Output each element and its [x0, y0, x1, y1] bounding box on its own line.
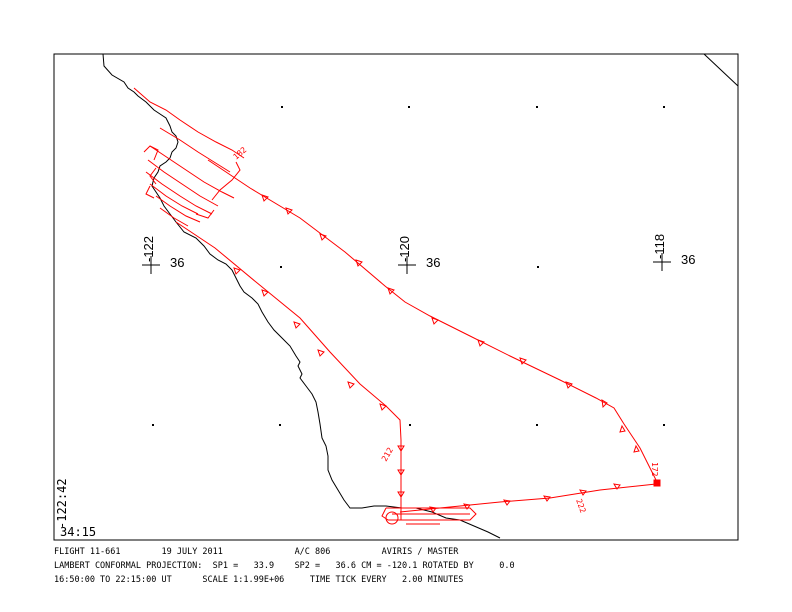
track-end-marker [653, 479, 661, 487]
map-frame [53, 53, 739, 541]
footer-line-2: LAMBERT CONFORMAL PROJECTION: SP1 = 33.9… [54, 559, 754, 573]
projection: LAMBERT CONFORMAL PROJECTION: [54, 561, 203, 571]
track-leg-south [399, 483, 657, 513]
cm: CM = -120.1 [361, 561, 418, 571]
sp2: SP2 = 36.6 [294, 561, 356, 571]
coastline [102, 53, 501, 539]
footer-line-1: FLIGHT 11-661 19 JULY 2011 A/C 806 AVIRI… [54, 545, 754, 559]
lon-label: -122 [141, 236, 156, 262]
flight-id: FLIGHT 11-661 [54, 547, 121, 557]
lon-label: -120 [397, 236, 412, 262]
track-time-ticks [233, 194, 640, 513]
map-footer: FLIGHT 11-661 19 JULY 2011 A/C 806 AVIRI… [54, 545, 754, 587]
track-label: 182 [232, 145, 249, 161]
coastline-corner [703, 53, 739, 87]
track-label: 212 [380, 446, 395, 463]
time-range: 16:50:00 TO 22:15:00 UT [54, 575, 172, 585]
track-leg-east [207, 159, 657, 481]
scale: SCALE 1:1.99E+06 [202, 575, 285, 585]
graticule-dots [152, 106, 665, 426]
lat-label: 36 [170, 255, 184, 270]
track-label: 222 [574, 498, 587, 515]
track-south-box [381, 507, 477, 525]
corner-lat-label: 34:15 [60, 525, 96, 539]
instrument: AVIRIS / MASTER [381, 547, 459, 557]
lat-label: 36 [681, 252, 695, 267]
graticule-cross-1: -122 36 [141, 236, 184, 274]
time-tick: TIME TICK EVERY 2.00 MINUTES [309, 575, 464, 585]
lon-label: -118 [652, 234, 667, 259]
footer-line-3: 16:50:00 TO 22:15:00 UT SCALE 1:1.99E+06… [54, 573, 754, 587]
lat-label: 36 [426, 255, 440, 270]
track-leg-inner [175, 221, 402, 520]
corner-lon-label: -122:42 [55, 478, 69, 529]
track-label: 172 [650, 462, 659, 477]
track-hatch [133, 87, 245, 227]
graticule-cross-2: -120 36 [397, 236, 440, 274]
sp1: SP1 = 33.9 [212, 561, 275, 571]
aircraft-id: A/C 806 [294, 547, 331, 557]
flight-date: 19 JULY 2011 [161, 547, 223, 557]
flight-track [133, 87, 661, 525]
graticule-cross-3: -118 36 [652, 234, 695, 271]
rotation: ROTATED BY 0.0 [422, 561, 515, 571]
